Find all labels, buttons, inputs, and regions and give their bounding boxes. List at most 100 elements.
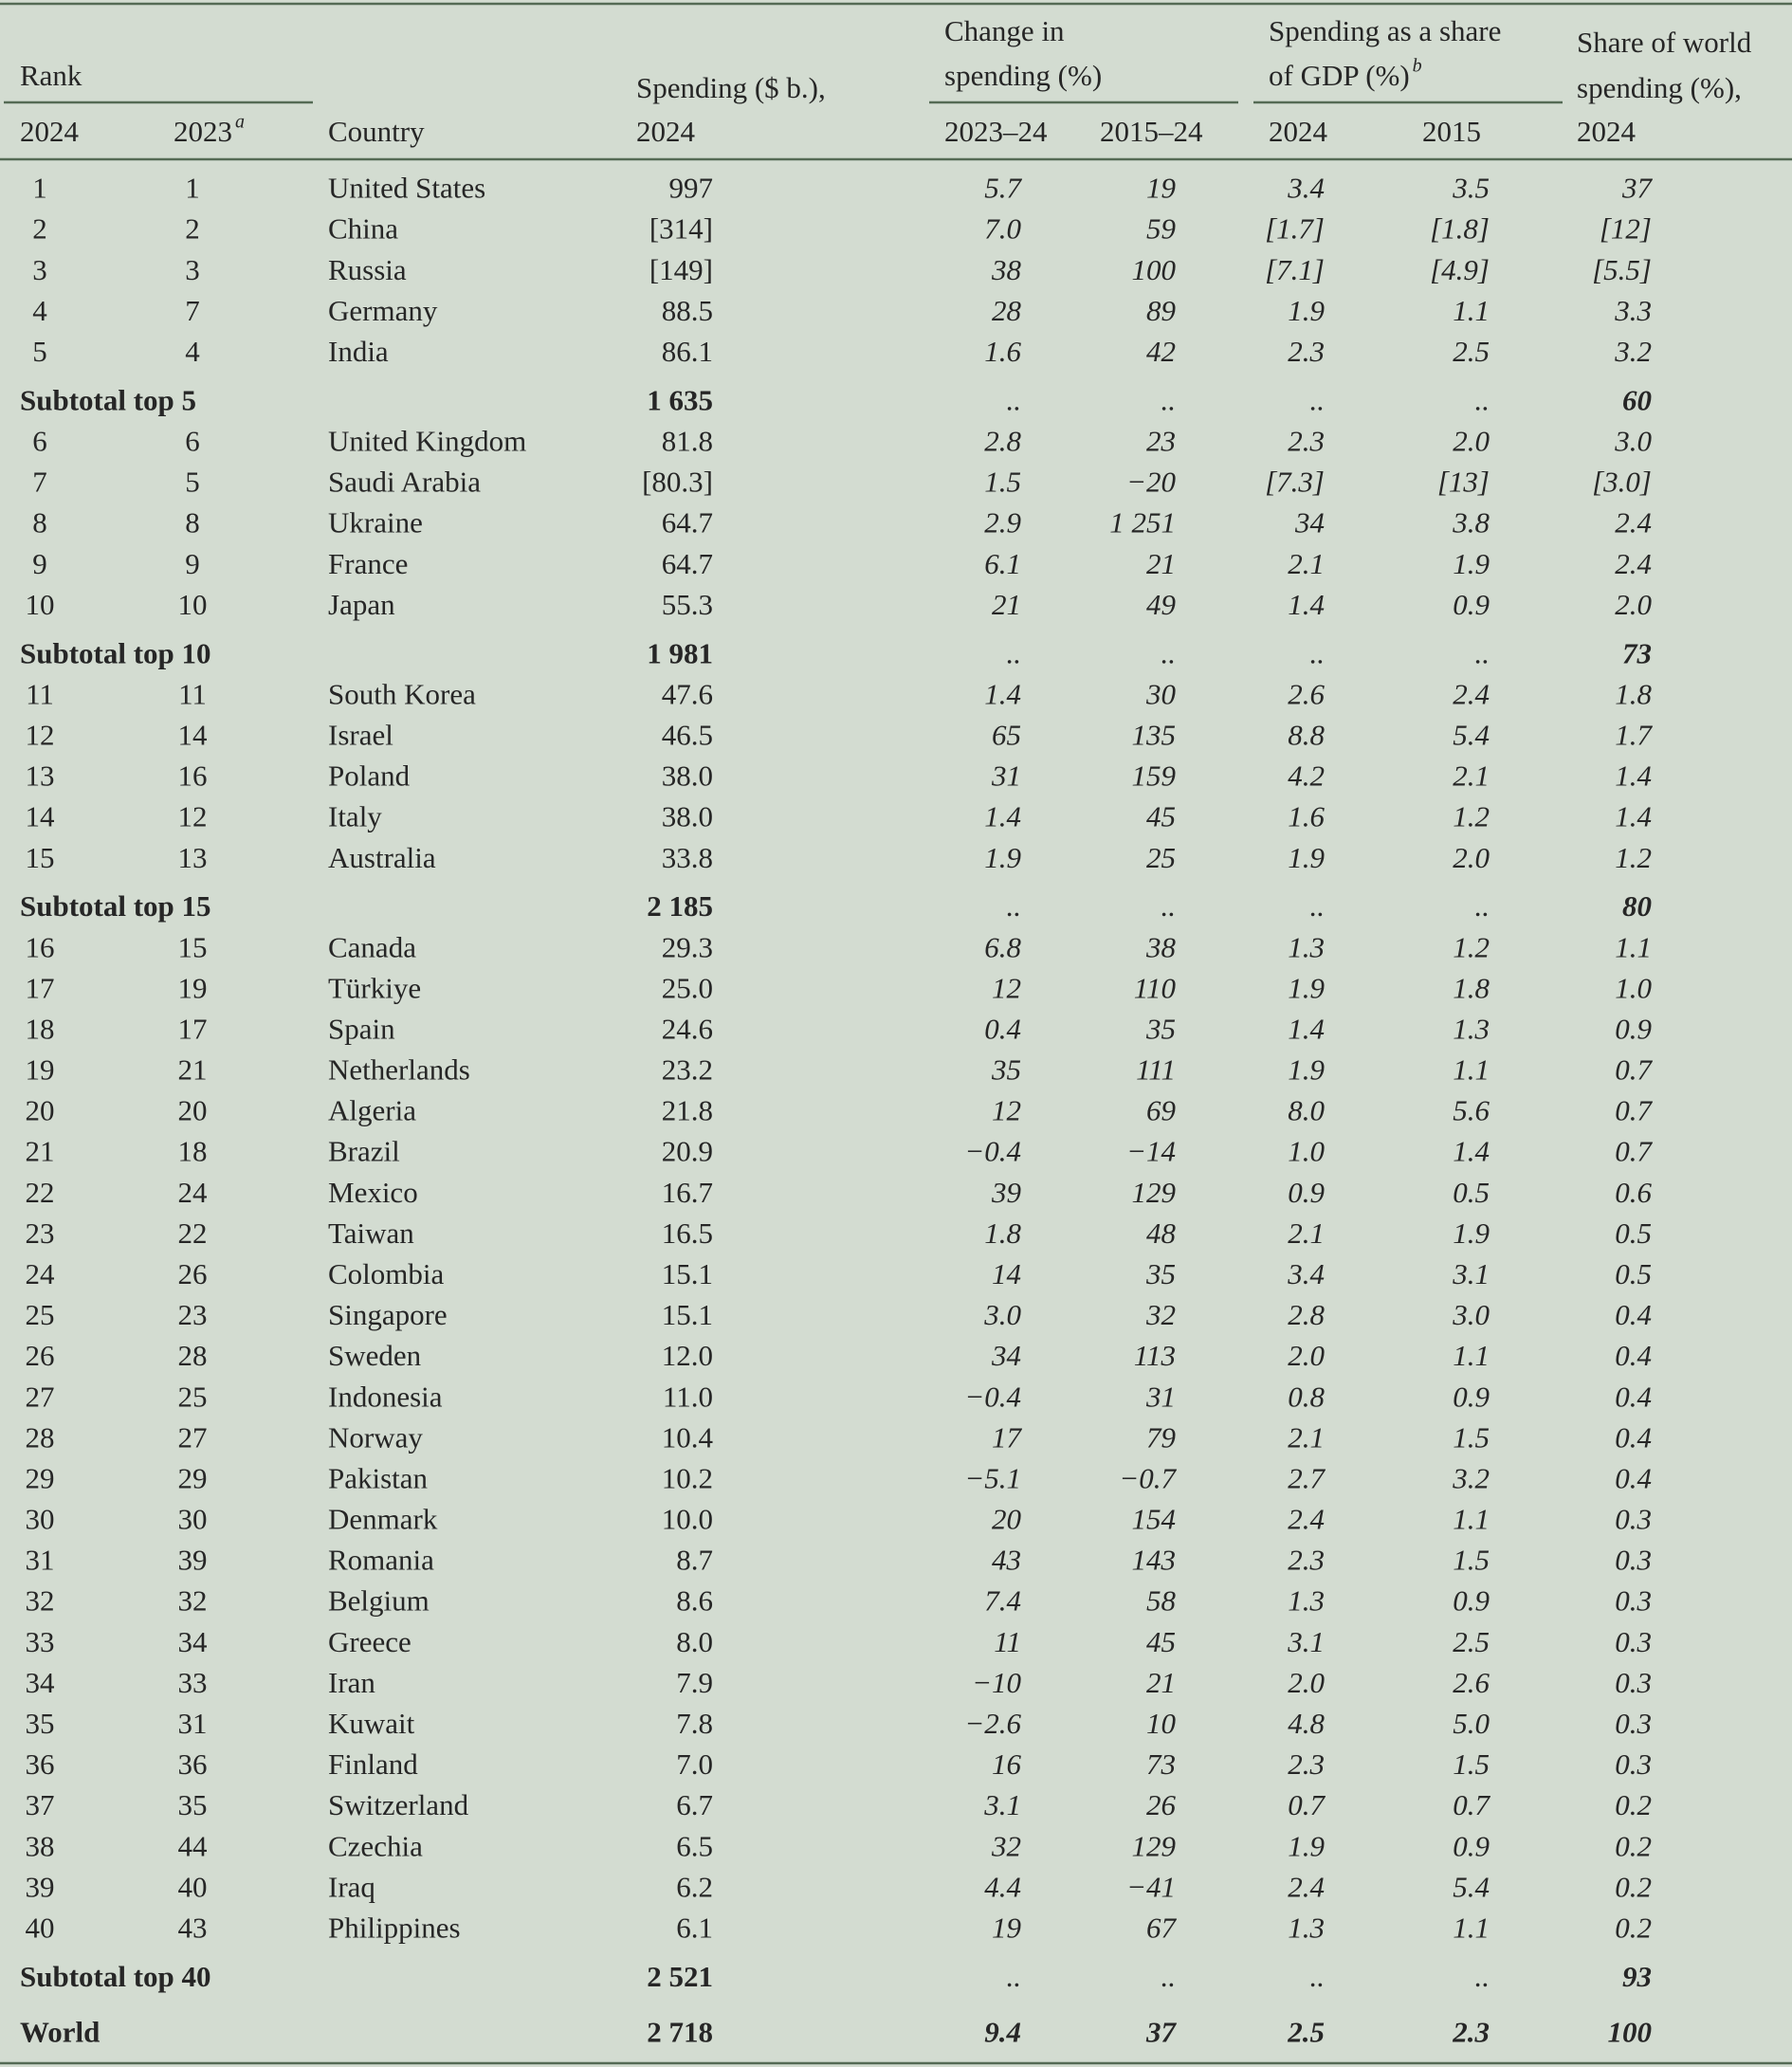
spending: 25.0 [662, 971, 713, 1004]
spending: 997 [669, 172, 714, 205]
world-share: 0.2 [1615, 1788, 1652, 1821]
world-share: 0.5 [1615, 1216, 1652, 1250]
rank-2023: 33 [178, 1666, 208, 1699]
header-change-b: 2015–24 [1100, 115, 1203, 148]
gdp-2015: 0.7 [1453, 1788, 1490, 1821]
change-2015-24: .. [1161, 383, 1177, 416]
rank-2024: 3 [32, 253, 47, 286]
change-2023-24: 3.1 [983, 1788, 1021, 1821]
rank-2023: 27 [178, 1420, 208, 1454]
country: Ukraine [328, 506, 423, 540]
change-2015-24: 159 [1132, 759, 1177, 793]
gdp-2015: [4.9] [1430, 253, 1490, 286]
change-2015-24: 73 [1146, 1747, 1176, 1781]
change-2015-24: .. [1161, 889, 1177, 923]
country: Colombia [328, 1257, 445, 1290]
world-share: [3.0] [1592, 466, 1652, 499]
gdp-2024: 2.1 [1288, 1420, 1325, 1454]
rank-2024: 21 [26, 1135, 55, 1168]
gdp-2015: 3.8 [1452, 506, 1490, 540]
world-share: 0.4 [1615, 1380, 1652, 1413]
rank-2024: 37 [26, 1788, 55, 1821]
gdp-2015: 5.4 [1453, 1870, 1490, 1903]
world-share: 0.4 [1615, 1298, 1652, 1331]
rank-2024: 29 [26, 1461, 55, 1494]
rank-2024: 15 [26, 841, 55, 874]
change-2015-24: −41 [1126, 1870, 1176, 1903]
country: Algeria [328, 1094, 416, 1127]
spending: 20.9 [662, 1135, 713, 1168]
rank-2024: 36 [26, 1747, 55, 1781]
country: Mexico [328, 1176, 418, 1209]
world-share: 0.5 [1615, 1257, 1652, 1290]
spending: 38.0 [662, 759, 713, 793]
country: Sweden [328, 1339, 422, 1372]
rank-2024: 22 [26, 1176, 55, 1209]
spending: 21.8 [662, 1094, 713, 1127]
change-2023-24: 11 [994, 1625, 1021, 1658]
change-2023-24: 2.8 [984, 425, 1021, 458]
country: Czechia [328, 1829, 423, 1862]
spending: 16.7 [662, 1176, 713, 1209]
change-2015-24: 110 [1134, 971, 1177, 1004]
gdp-2015: 1.2 [1453, 800, 1490, 833]
change-2023-24: 9.4 [984, 2015, 1021, 2048]
change-2015-24: 129 [1132, 1176, 1177, 1209]
rank-2023: 19 [178, 971, 208, 1004]
change-2015-24: 111 [1136, 1053, 1176, 1087]
rank-2024: 12 [26, 719, 55, 752]
change-2015-24: 38 [1145, 930, 1177, 963]
gdp-2015: 1.5 [1453, 1544, 1490, 1577]
rank-2023: 4 [185, 335, 200, 368]
country: Spain [328, 1012, 395, 1045]
rank-2023: 15 [178, 930, 208, 963]
gdp-2024: .. [1310, 889, 1326, 923]
world-share: 0.7 [1615, 1135, 1653, 1168]
gdp-2024: 0.9 [1288, 1176, 1325, 1209]
change-2023-24: −10 [972, 1666, 1021, 1699]
country: Norway [328, 1420, 423, 1454]
change-2023-24: 6.1 [984, 547, 1021, 580]
spending: 8.6 [676, 1584, 713, 1618]
gdp-2015: .. [1475, 383, 1490, 416]
world-share: 1.4 [1615, 800, 1652, 833]
spending: [314] [649, 212, 713, 246]
gdp-2024: 1.4 [1288, 1012, 1325, 1045]
rank-2023: 31 [178, 1707, 208, 1740]
gdp-2024: 2.1 [1288, 1216, 1325, 1250]
world-share: 0.3 [1615, 1544, 1652, 1577]
spending: 2 185 [647, 889, 713, 923]
gdp-2024: 3.4 [1287, 1257, 1325, 1290]
rank-2023: 10 [178, 588, 208, 621]
gdp-2024: 2.5 [1287, 2015, 1325, 2048]
gdp-2015: 1.1 [1453, 1503, 1490, 1536]
change-2015-24: −20 [1126, 466, 1176, 499]
spending: 1 981 [647, 636, 713, 669]
country: Greece [328, 1625, 411, 1658]
gdp-2024: 2.0 [1288, 1666, 1325, 1699]
country: Türkiye [328, 971, 421, 1004]
change-2015-24: 100 [1132, 253, 1177, 286]
change-2023-24: 1.6 [984, 335, 1021, 368]
world-share: 73 [1622, 636, 1652, 669]
change-2015-24: 42 [1146, 335, 1176, 368]
change-2015-24: 35 [1145, 1012, 1176, 1045]
change-2015-24: 58 [1146, 1584, 1177, 1618]
gdp-2024: 8.0 [1288, 1094, 1325, 1127]
header-country: Country [328, 115, 425, 148]
change-2015-24: 48 [1146, 1216, 1177, 1250]
rank-2024: 13 [26, 759, 55, 793]
spending: 7.0 [676, 1747, 713, 1781]
gdp-2024: 2.3 [1288, 335, 1325, 368]
country: Indonesia [328, 1380, 443, 1413]
gdp-2024: 2.8 [1288, 1298, 1325, 1331]
change-2015-24: .. [1161, 636, 1177, 669]
header-gdp: Spending as a share [1269, 14, 1501, 47]
gdp-2015: 1.8 [1453, 971, 1490, 1004]
gdp-2024: 1.3 [1288, 1911, 1325, 1944]
gdp-2015: [1.8] [1430, 212, 1490, 246]
change-2023-24: 17 [992, 1420, 1023, 1454]
change-2023-24: 43 [992, 1544, 1021, 1577]
rank-2024: 10 [26, 588, 55, 621]
rank-2023: 12 [178, 800, 208, 833]
